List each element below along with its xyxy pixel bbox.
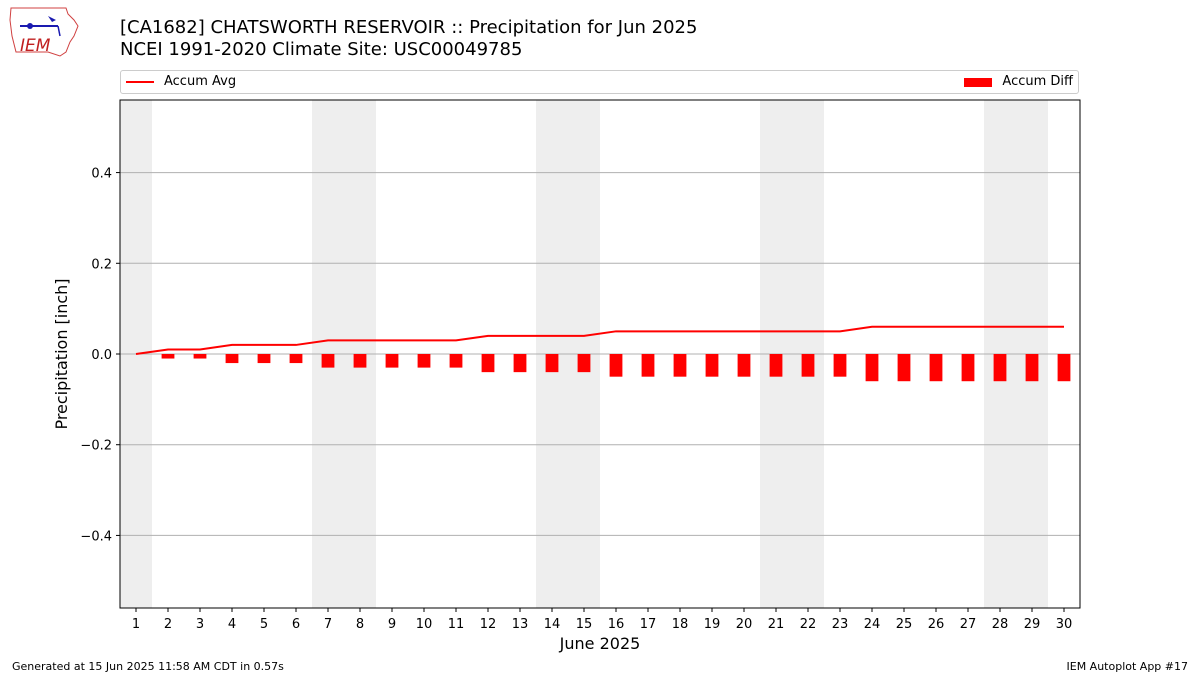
accum-diff-bar xyxy=(193,354,207,359)
generated-timestamp: Generated at 15 Jun 2025 11:58 AM CDT in… xyxy=(12,660,284,673)
accum-diff-bar xyxy=(257,354,271,364)
legend-item-accum-diff: Accum Diff xyxy=(964,74,1073,90)
accum-diff-bar xyxy=(1025,354,1039,382)
accum-diff-bar xyxy=(897,354,911,382)
accum-diff-bar xyxy=(513,354,527,373)
x-tick-label: 15 xyxy=(576,617,593,632)
x-tick-label: 6 xyxy=(292,617,300,632)
x-tick-label: 22 xyxy=(800,617,817,632)
y-gridlines xyxy=(120,172,1080,536)
y-tick-label: −0.4 xyxy=(80,529,112,544)
accum-diff-bar xyxy=(577,354,591,373)
x-tick-label: 1 xyxy=(132,617,140,632)
x-tick-label: 9 xyxy=(388,617,396,632)
accum-diff-bar xyxy=(1057,354,1071,382)
accum-diff-bar xyxy=(321,354,335,368)
accum-avg-line xyxy=(135,325,1064,355)
x-tick-label: 4 xyxy=(228,617,236,632)
x-tick-label: 13 xyxy=(512,617,529,632)
accum-diff-bar xyxy=(609,354,623,377)
accum-diff-bar xyxy=(353,354,367,368)
y-tick-label: −0.2 xyxy=(80,439,112,454)
x-tick-label: 14 xyxy=(544,617,561,632)
accum-diff-bar xyxy=(641,354,655,377)
app-id-label: IEM Autoplot App #17 xyxy=(1066,660,1189,673)
x-axis-label: June 2025 xyxy=(559,634,641,653)
y-axis-label: Precipitation [inch] xyxy=(52,278,71,429)
axis-ticks: −0.4−0.20.00.20.41 2 3 4 5 6 7 8 9 10 11 12 13 14 15 16… xyxy=(80,167,1072,632)
x-tick-label: 19 xyxy=(704,617,721,632)
legend-bar-swatch xyxy=(964,77,993,87)
x-tick-label: 20 xyxy=(736,617,753,632)
accum-diff-bar xyxy=(545,354,559,373)
accum-diff-bar xyxy=(161,354,175,359)
legend-item-accum-avg: Accum Avg xyxy=(126,74,236,90)
y-tick-label: 0.2 xyxy=(91,257,112,272)
x-tick-label: 29 xyxy=(1024,617,1041,632)
x-tick-label: 12 xyxy=(480,617,497,632)
x-tick-label: 21 xyxy=(768,617,785,632)
y-tick-label: 0.4 xyxy=(91,167,112,182)
x-tick-label: 8 xyxy=(356,617,364,632)
accum-diff-bar xyxy=(961,354,975,382)
accum-diff-bar xyxy=(449,354,463,368)
x-tick-label: 26 xyxy=(928,617,945,632)
x-tick-label: 10 xyxy=(416,617,433,632)
accum-diff-bar xyxy=(481,354,495,373)
accum-diff-bar xyxy=(225,354,239,364)
x-tick-label: 17 xyxy=(640,617,657,632)
x-tick-label: 7 xyxy=(324,617,332,632)
x-tick-label: 30 xyxy=(1056,617,1073,632)
accum-diff-bar xyxy=(417,354,431,368)
accum-avg-polyline xyxy=(135,325,1064,355)
accum-diff-bar xyxy=(705,354,719,377)
logo-text: IEM xyxy=(20,36,51,56)
accum-diff-bar xyxy=(865,354,879,382)
accum-diff-bar xyxy=(737,354,751,377)
legend-label-accum-diff: Accum Diff xyxy=(1002,74,1073,89)
x-tick-label: 23 xyxy=(832,617,849,632)
legend-label-accum-avg: Accum Avg xyxy=(164,74,237,89)
accum-diff-bars xyxy=(161,354,1071,382)
accum-diff-bar xyxy=(929,354,943,382)
x-tick-label: 24 xyxy=(864,617,881,632)
chart-legend: Accum Avg Accum Diff xyxy=(120,70,1079,94)
accum-diff-bar xyxy=(385,354,399,368)
x-tick-label: 27 xyxy=(960,617,977,632)
chart-subtitle: NCEI 1991-2020 Climate Site: USC00049785 xyxy=(120,39,523,60)
accum-diff-bar xyxy=(993,354,1007,382)
accum-diff-bar xyxy=(289,354,303,364)
iem-logo: IEM xyxy=(9,7,79,57)
x-tick-label: 11 xyxy=(448,617,465,632)
accum-diff-bar xyxy=(673,354,687,377)
x-tick-label: 5 xyxy=(260,617,268,632)
y-tick-label: 0.0 xyxy=(91,348,112,363)
x-tick-label: 2 xyxy=(164,617,172,632)
legend-line-swatch xyxy=(126,81,154,83)
x-tick-label: 16 xyxy=(608,617,625,632)
chart-title: [CA1682] CHATSWORTH RESERVOIR :: Precipi… xyxy=(120,17,698,38)
x-tick-label: 25 xyxy=(896,617,913,632)
accum-diff-bar xyxy=(801,354,815,377)
x-tick-label: 28 xyxy=(992,617,1009,632)
x-tick-label: 3 xyxy=(196,617,204,632)
accum-diff-bar xyxy=(769,354,783,377)
accum-diff-bar xyxy=(833,354,847,377)
x-tick-label: 18 xyxy=(672,617,689,632)
